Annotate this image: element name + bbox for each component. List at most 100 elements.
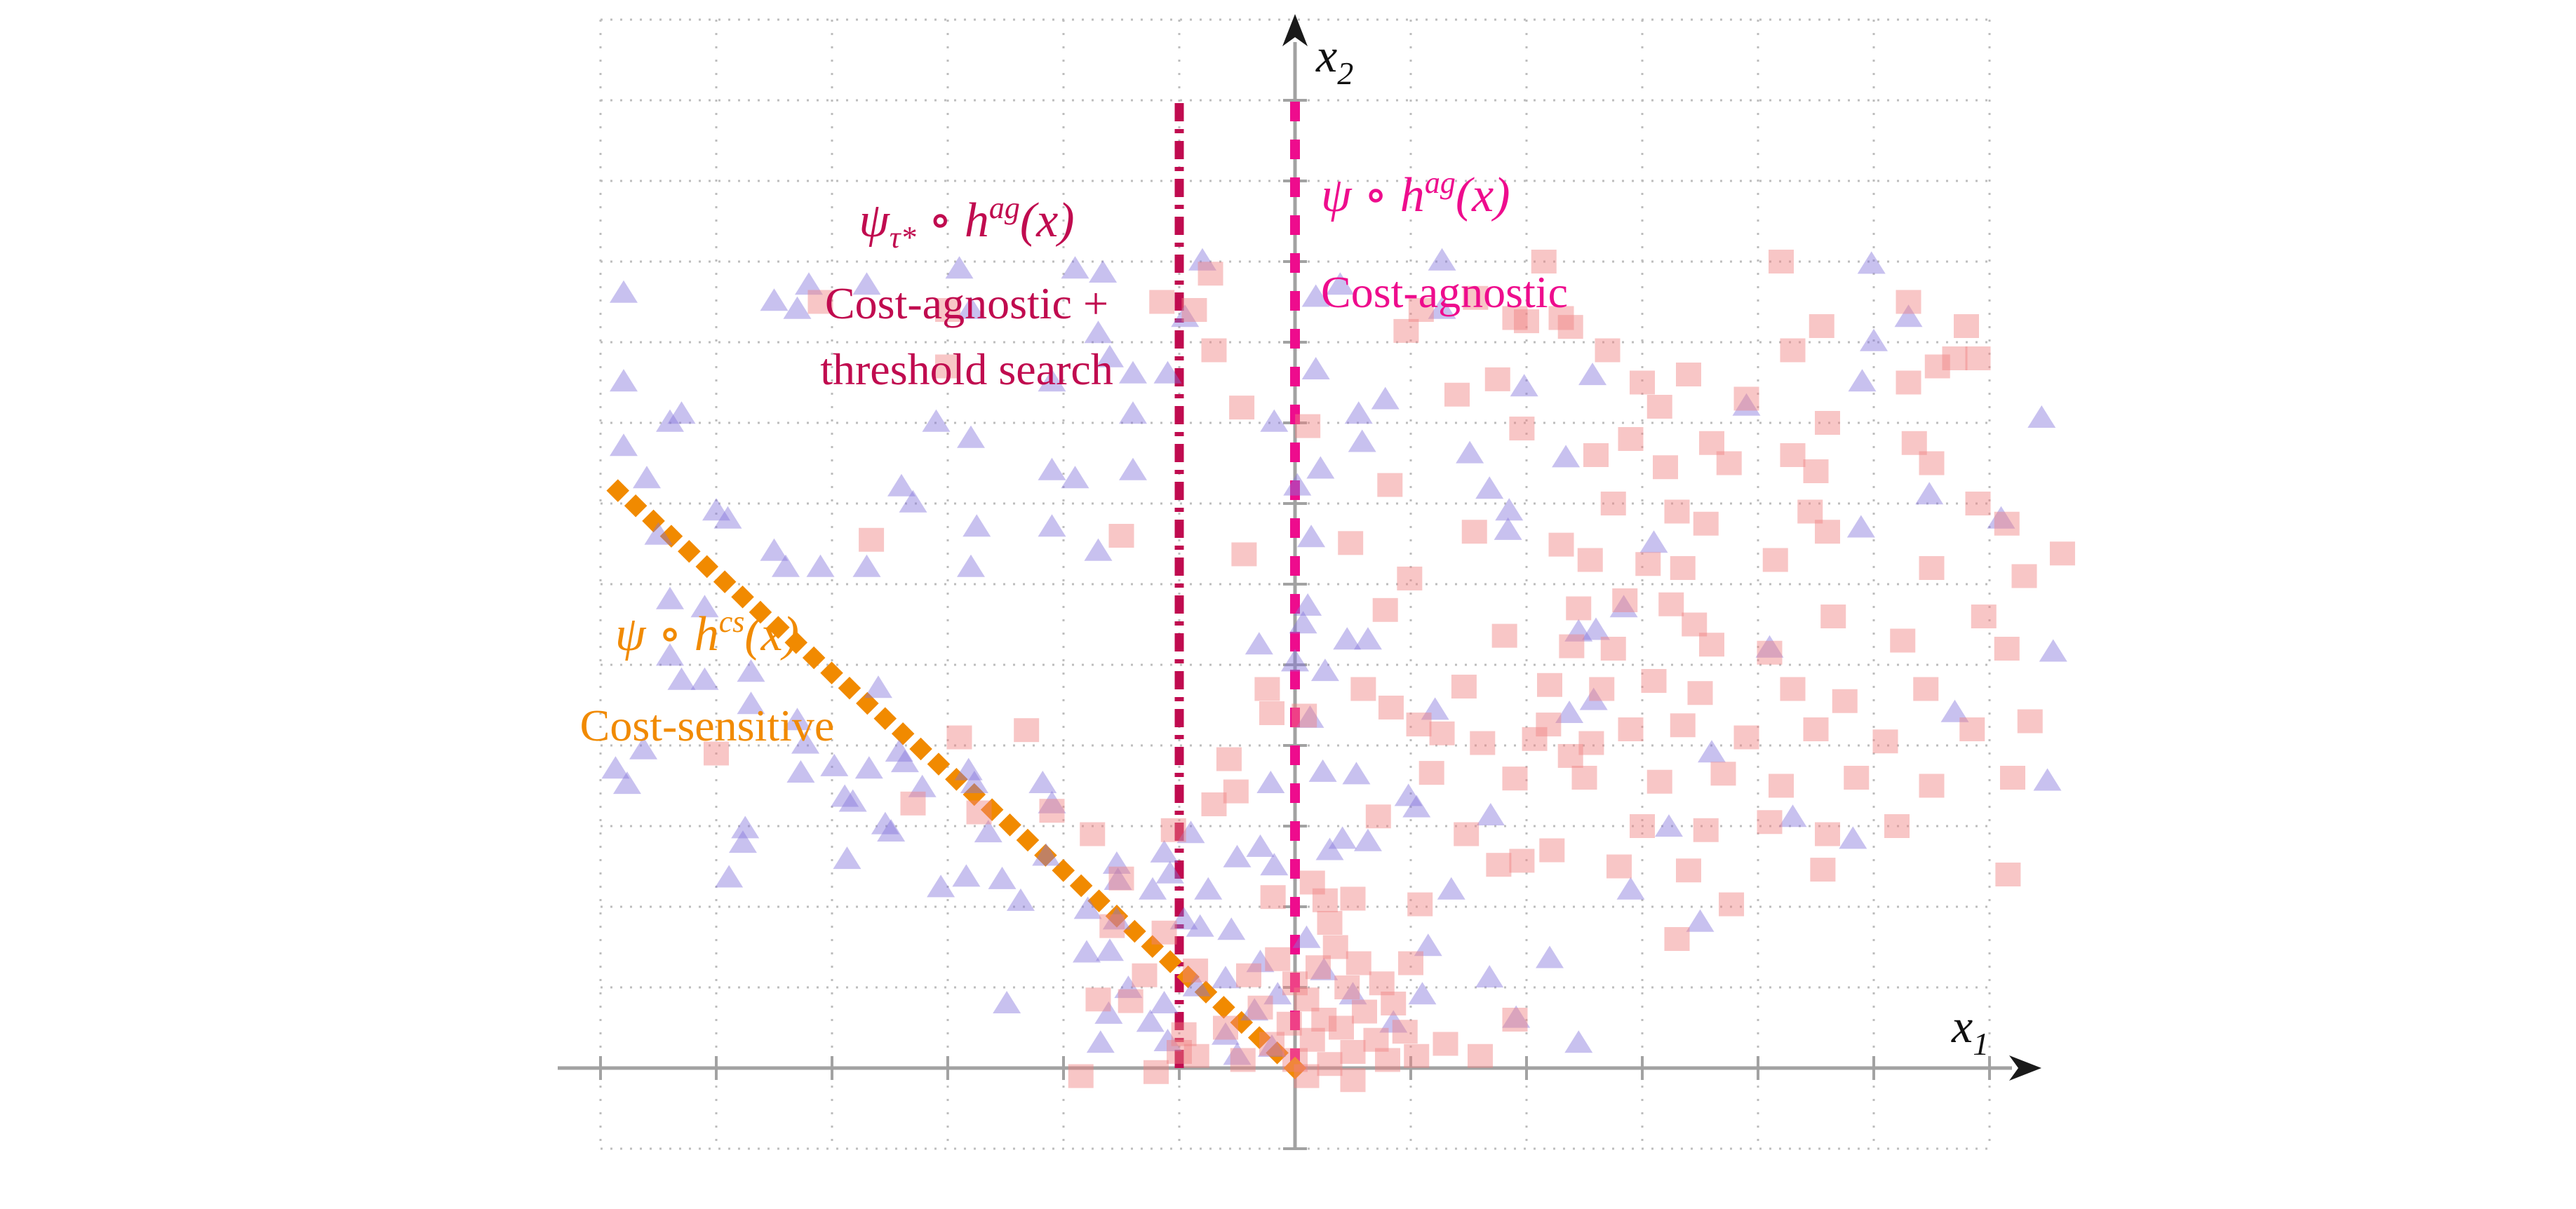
triangle-point bbox=[1552, 445, 1581, 468]
triangle-point bbox=[1296, 705, 1324, 728]
square-point bbox=[935, 354, 960, 379]
square-point bbox=[1924, 354, 1950, 379]
square-point bbox=[1149, 290, 1175, 314]
boundary-diamond-dot bbox=[1034, 844, 1057, 867]
square-point bbox=[1699, 431, 1724, 455]
triangle-point bbox=[1394, 783, 1423, 806]
label-cost-agnostic-threshold: ψτ* ∘ hag(x) Cost-agnostic + threshold s… bbox=[820, 175, 1113, 403]
square-point bbox=[1392, 1020, 1418, 1044]
label-line-threshold-search: threshold search bbox=[820, 344, 1113, 394]
triangle-point bbox=[1038, 457, 1066, 480]
triangle-point bbox=[629, 736, 658, 759]
square-point bbox=[859, 527, 885, 552]
square-point bbox=[1557, 315, 1583, 339]
triangle-point bbox=[1421, 697, 1449, 720]
triangle-point bbox=[737, 691, 765, 715]
triangle-point bbox=[1616, 877, 1645, 900]
triangle-point bbox=[760, 538, 789, 561]
square-point bbox=[1085, 987, 1111, 1012]
triangle-point bbox=[610, 433, 638, 457]
triangle-point bbox=[1073, 940, 1101, 963]
triangle-point bbox=[887, 473, 915, 497]
square-point bbox=[1509, 849, 1535, 873]
square-point bbox=[1710, 762, 1736, 786]
square-point bbox=[2000, 766, 2025, 790]
boundary-diamond-dot bbox=[1052, 859, 1075, 882]
square-point bbox=[1014, 718, 1040, 743]
square-point bbox=[1311, 1008, 1337, 1032]
triangle-point bbox=[1256, 771, 1285, 793]
square-point bbox=[1312, 888, 1338, 912]
label-line-cost-agnostic: Cost-agnostic bbox=[1321, 267, 1568, 317]
square-point bbox=[1537, 673, 1562, 697]
triangle-point bbox=[1096, 938, 1124, 961]
triangle-point bbox=[993, 990, 1021, 1013]
triangle-point bbox=[1310, 957, 1339, 980]
triangle-point bbox=[1456, 440, 1484, 464]
square-point bbox=[807, 290, 833, 314]
square-point bbox=[1230, 1048, 1256, 1072]
square-point bbox=[1658, 592, 1684, 616]
square-point bbox=[1557, 743, 1583, 768]
square-point bbox=[1340, 886, 1366, 911]
square-point bbox=[1404, 1043, 1430, 1068]
triangle-point bbox=[1176, 820, 1205, 844]
square-point bbox=[1461, 520, 1487, 544]
square-point bbox=[1612, 588, 1638, 612]
triangle-point bbox=[988, 866, 1017, 889]
triangle-point bbox=[1217, 917, 1246, 940]
boundary-diamond-dot bbox=[624, 494, 648, 518]
square-point bbox=[1118, 989, 1143, 1013]
square-point bbox=[1733, 725, 1759, 750]
triangle-point bbox=[1555, 700, 1584, 723]
square-point bbox=[1468, 1043, 1493, 1068]
triangle-point bbox=[1102, 907, 1131, 930]
square-point bbox=[1340, 1040, 1366, 1064]
triangle-point bbox=[1686, 909, 1715, 932]
triangle-point bbox=[1414, 933, 1442, 957]
square-point bbox=[1693, 511, 1719, 536]
triangle-point bbox=[667, 667, 696, 690]
x-axis-arrow-icon bbox=[2009, 1055, 2041, 1081]
square-point bbox=[1757, 810, 1783, 835]
square-point bbox=[1803, 717, 1829, 741]
square-point bbox=[1444, 382, 1470, 407]
triangle-point bbox=[885, 739, 913, 762]
triangle-point bbox=[1260, 409, 1289, 432]
boundary-diamond-dot bbox=[909, 737, 932, 761]
triangle-point bbox=[1028, 771, 1057, 793]
square-point bbox=[1595, 338, 1621, 363]
square-point bbox=[1583, 443, 1609, 467]
triangle-point bbox=[1289, 611, 1317, 634]
triangle-point bbox=[601, 756, 630, 779]
triangle-point bbox=[1038, 790, 1066, 813]
square-point bbox=[1259, 1032, 1284, 1056]
triangle-point bbox=[1119, 401, 1147, 424]
square-point bbox=[1890, 628, 1916, 653]
square-point bbox=[1809, 314, 1834, 338]
square-point bbox=[1589, 677, 1615, 701]
square-point bbox=[1901, 431, 1927, 455]
square-point bbox=[1913, 677, 1939, 701]
triangle-point bbox=[1848, 369, 1877, 392]
triangle-point bbox=[1292, 925, 1321, 948]
boundary-diamond-dot bbox=[1158, 950, 1182, 973]
triangle-point bbox=[1139, 877, 1167, 900]
boundary-diamond-dot bbox=[1141, 935, 1165, 958]
triangle-point bbox=[1114, 975, 1143, 999]
square-point bbox=[1559, 634, 1585, 658]
triangle-point bbox=[952, 864, 981, 887]
triangle-point bbox=[1150, 990, 1179, 1013]
triangle-point bbox=[1306, 456, 1335, 479]
boundary-diamond-dot bbox=[945, 768, 968, 791]
square-point bbox=[1183, 1043, 1209, 1068]
triangle-point bbox=[1495, 498, 1524, 521]
square-point bbox=[1536, 712, 1562, 737]
triangle-point bbox=[1339, 982, 1367, 1005]
boundary-diamond-dot bbox=[1247, 1026, 1271, 1049]
triangle-point bbox=[1654, 814, 1683, 837]
triangle-point bbox=[974, 820, 1002, 843]
boundary-diamond-dot bbox=[749, 600, 772, 624]
square-point bbox=[1646, 395, 1672, 419]
triangle-point bbox=[1103, 867, 1132, 890]
